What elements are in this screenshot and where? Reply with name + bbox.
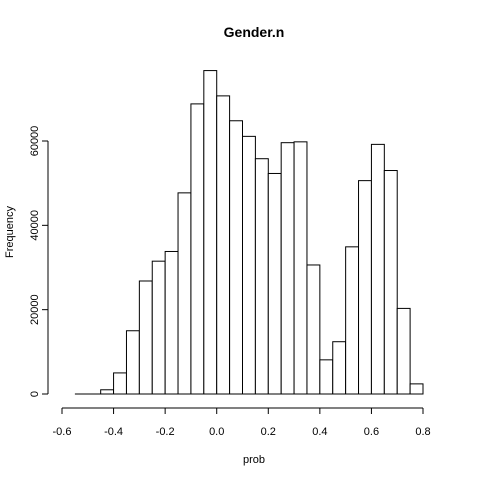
y-tick-label: 60000 bbox=[29, 126, 41, 157]
histogram-bar bbox=[267, 172, 282, 395]
histogram-bar bbox=[306, 264, 321, 395]
y-tick-label: 20000 bbox=[29, 294, 41, 325]
y-tick-label: 0 bbox=[29, 391, 41, 397]
histogram-bar bbox=[190, 103, 205, 395]
histogram-bar bbox=[396, 307, 411, 395]
x-axis: -0.6 -0.4 -0.2 0.0 0.2 0.4 0.6 0.8 bbox=[53, 407, 431, 438]
x-tick-label: 0.4 bbox=[312, 426, 327, 438]
x-tick-label: 0.0 bbox=[209, 426, 224, 438]
histogram-bar bbox=[293, 141, 308, 395]
histogram-bar bbox=[216, 95, 231, 395]
histogram-bar bbox=[358, 180, 372, 395]
x-tick-label: 0.6 bbox=[364, 426, 379, 438]
histogram-bar bbox=[203, 70, 218, 395]
histogram-bar bbox=[370, 143, 385, 395]
histogram-bar bbox=[332, 341, 347, 395]
chart-title: Gender.n bbox=[224, 24, 285, 40]
x-tick-label: 0.2 bbox=[261, 426, 276, 438]
x-tick-label: 0.8 bbox=[415, 426, 430, 438]
histogram-bar bbox=[100, 389, 115, 395]
y-axis: 0 20000 40000 60000 bbox=[29, 126, 49, 397]
histogram-bar bbox=[151, 260, 166, 395]
x-tick-label: -0.6 bbox=[53, 426, 72, 438]
y-tick-label: 40000 bbox=[29, 210, 41, 241]
histogram-bar bbox=[383, 170, 398, 395]
bars-group bbox=[74, 70, 424, 395]
x-tick-label: -0.2 bbox=[156, 426, 175, 438]
x-tick-label: -0.4 bbox=[104, 426, 123, 438]
histogram-bar bbox=[138, 280, 153, 395]
histogram-bar bbox=[319, 359, 334, 395]
histogram-bar bbox=[177, 192, 192, 395]
histogram-bar bbox=[345, 246, 360, 395]
histogram-bar bbox=[164, 250, 179, 395]
histogram-bar bbox=[113, 372, 127, 395]
x-axis-label: prob bbox=[243, 454, 265, 466]
histogram-bar bbox=[242, 135, 256, 395]
histogram-bar bbox=[125, 330, 140, 395]
histogram-bar bbox=[254, 158, 269, 395]
histogram-bar bbox=[229, 120, 244, 395]
histogram-bar bbox=[409, 383, 424, 395]
histogram-bar bbox=[280, 142, 295, 395]
y-axis-label: Frequency bbox=[4, 206, 16, 258]
